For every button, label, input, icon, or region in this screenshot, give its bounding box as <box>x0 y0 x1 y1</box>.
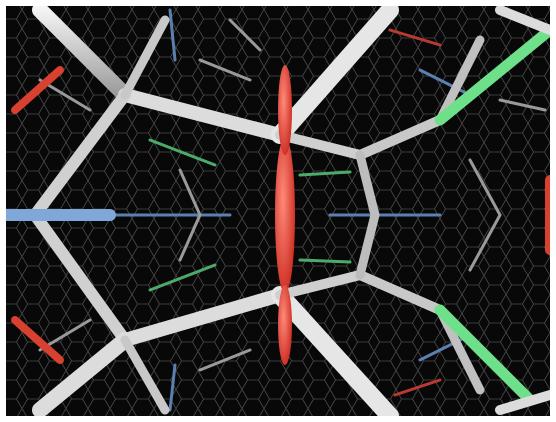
thin-strut <box>468 213 502 272</box>
red-strut <box>275 137 295 293</box>
thick-strut <box>355 270 445 315</box>
thin-strut <box>198 348 252 372</box>
thick-strut <box>435 35 485 125</box>
thick-strut <box>275 270 365 300</box>
thin-strut <box>498 98 547 112</box>
thick-strut <box>29 209 131 346</box>
thin-strut <box>393 378 442 397</box>
thin-strut <box>178 213 202 262</box>
thin-strut <box>168 8 177 62</box>
thick-strut <box>275 130 365 160</box>
thin-strut <box>418 68 472 97</box>
thick-strut <box>434 24 556 126</box>
thin-strut <box>298 258 352 264</box>
thick-strut <box>120 15 170 100</box>
thin-strut <box>148 138 217 167</box>
thick-strut <box>11 66 64 114</box>
thick-strut <box>495 390 555 415</box>
thick-strut <box>355 210 380 280</box>
thick-strut <box>271 1 399 144</box>
thin-strut <box>228 18 262 52</box>
thin-strut <box>178 168 202 217</box>
thick-strut <box>495 5 555 35</box>
thick-strut <box>118 88 287 142</box>
thick-strut <box>118 288 287 347</box>
thin-strut <box>148 263 217 292</box>
thick-strut <box>29 89 131 221</box>
thin-strut <box>298 170 352 177</box>
red-strut <box>278 285 292 365</box>
red-strut <box>278 65 292 155</box>
thick-strut <box>11 316 64 364</box>
thick-strut <box>32 332 133 418</box>
thin-strut <box>168 363 177 412</box>
thick-strut <box>355 150 380 220</box>
thick-strut <box>271 286 399 422</box>
thin-strut <box>198 58 252 82</box>
thin-strut <box>388 28 442 47</box>
thin-strut <box>468 158 502 217</box>
thick-strut <box>355 115 445 160</box>
thick-strut <box>120 335 170 415</box>
thick-strut <box>434 304 536 406</box>
thick-strut <box>32 2 133 103</box>
